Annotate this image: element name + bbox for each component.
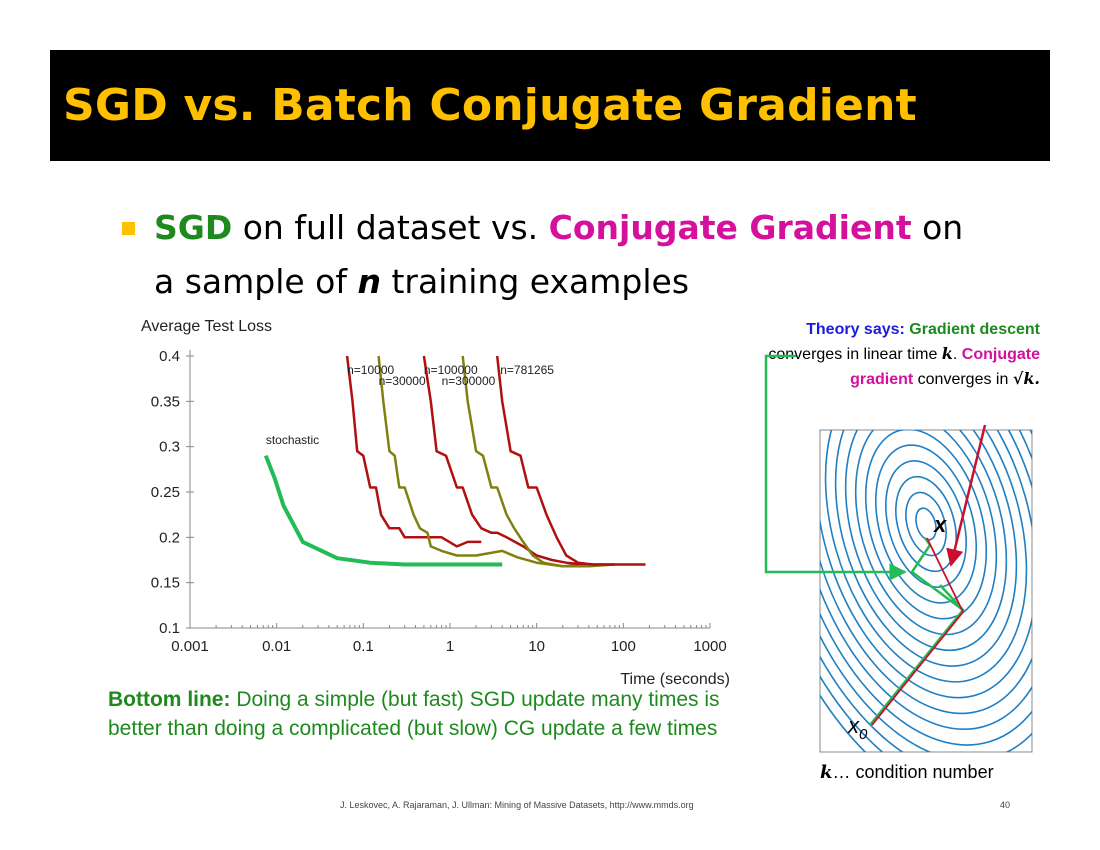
bullet-marker	[122, 222, 135, 235]
contour-ellipse	[844, 430, 1008, 652]
theory-lead: Theory says:	[806, 321, 905, 338]
annotation-label: n=781265	[500, 363, 554, 377]
n-variable: n	[357, 262, 381, 301]
x-tick-label: 10	[528, 638, 545, 655]
contour-ellipse	[895, 475, 957, 573]
condition-text: … condition number	[832, 762, 994, 782]
contour-ellipse	[854, 430, 998, 636]
contour-frame	[819, 429, 1033, 753]
series-line-n-781265	[495, 355, 615, 566]
y-tick-label: 0.3	[159, 439, 180, 456]
contour-ellipse	[824, 430, 1028, 683]
y-tick-label: 0.25	[151, 484, 180, 501]
annotation-label: n=100000	[424, 363, 478, 377]
contour-ellipse	[885, 460, 967, 588]
cg-term: Conjugate Gradient	[548, 208, 912, 247]
series-line-stochastic	[263, 454, 503, 567]
annotation-label: stochastic	[266, 433, 319, 447]
cg-arrow	[946, 424, 987, 567]
bottom-lead: Bottom line:	[108, 688, 231, 711]
slide-title: SGD vs. Batch Conjugate Gradient	[63, 80, 917, 131]
y-tick-label: 0.1	[159, 620, 180, 637]
x-tick-label: 0.1	[353, 638, 374, 655]
x-tick-label: 100	[611, 638, 636, 655]
series-line-n-300000	[461, 355, 615, 568]
x-tick-label: 1000	[693, 638, 726, 655]
condition-number-note: k… condition number	[820, 762, 994, 783]
x-opt-label: x	[933, 512, 947, 537]
annotation-label: n=30000	[379, 374, 426, 388]
chart-title: Average Test Loss	[141, 318, 272, 335]
footer-citation: J. Leskovec, A. Rajaraman, J. Ullman: Mi…	[340, 800, 694, 810]
theory-k: k	[941, 344, 953, 363]
bullet-text-3: a sample of	[154, 262, 358, 301]
x0-label: x0	[847, 713, 868, 743]
contour-ellipse	[820, 430, 1032, 752]
series-line-n-30000	[377, 355, 594, 568]
contour-ellipse	[874, 444, 978, 604]
theory-text-4: .	[1034, 369, 1040, 388]
x-tick-label: 0.01	[262, 638, 291, 655]
contour-ellipse	[905, 491, 947, 557]
bullet-text-1: on full dataset vs.	[232, 208, 549, 247]
y-tick-label: 0.35	[151, 393, 180, 410]
page-number: 40	[1000, 800, 1011, 810]
sgd-term: SGD	[154, 208, 233, 247]
contour-ellipse	[834, 430, 1018, 667]
theory-gd: Gradient descent	[904, 321, 1040, 338]
cg-path	[871, 537, 965, 726]
annotation-label: n=300000	[442, 374, 496, 388]
y-tick-label: 0.2	[159, 529, 180, 546]
x-tick-label: 1	[446, 638, 454, 655]
y-tick-label: 0.4	[159, 348, 180, 365]
theory-text-1: converges in linear time	[768, 346, 942, 363]
y-tick-label: 0.15	[151, 575, 180, 592]
condition-k: k	[820, 762, 833, 783]
bullet-text-4: training examples	[380, 262, 690, 301]
gd-path	[869, 537, 965, 726]
theory-text-2: .	[952, 346, 962, 363]
bottom-text: Doing a simple (but fast) SGD update man…	[108, 688, 720, 740]
contour-ellipse	[915, 507, 937, 541]
title-bar	[50, 50, 1050, 161]
series-line-n-100000	[422, 355, 646, 566]
contour-ellipse	[864, 430, 988, 620]
theory-text-3: converges in	[913, 371, 1013, 388]
bullet-text-2: on	[911, 208, 964, 247]
annotation-label: n=10000	[347, 363, 394, 377]
bottom-line-note: Bottom line: Doing a simple (but fast) S…	[108, 685, 768, 743]
bullet-line-1: SGD on full dataset vs. Conjugate Gradie…	[154, 208, 963, 247]
theory-sqrt-k: √k	[1012, 369, 1035, 388]
series-line-n-10000	[345, 355, 482, 548]
x-tick-label: 0.001	[171, 638, 209, 655]
theory-note: Theory says: Gradient descent converges …	[760, 318, 1040, 392]
bullet-line-2: a sample of n training examples	[154, 262, 689, 301]
